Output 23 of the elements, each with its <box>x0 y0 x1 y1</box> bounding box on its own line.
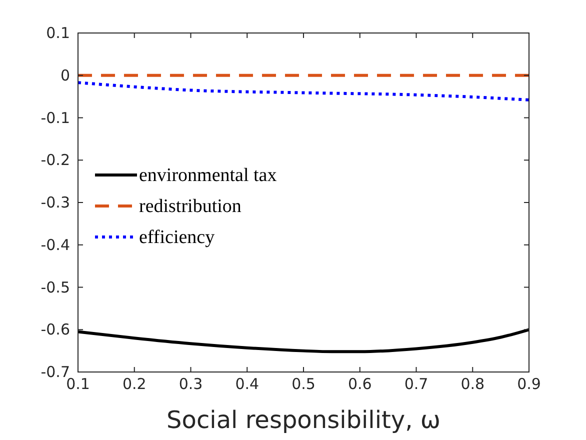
x-tick-label: 0.9 <box>517 375 541 393</box>
x-tick-label: 0.6 <box>348 375 372 393</box>
y-tick-label: 0.1 <box>46 24 70 42</box>
x-axis-title: Social responsibility, ω <box>166 406 440 434</box>
y-tick-label: -0.5 <box>40 278 70 296</box>
x-tick-label: 0.3 <box>178 375 203 393</box>
y-tick-label: -0.4 <box>40 236 70 254</box>
legend-label: efficiency <box>139 227 216 248</box>
x-tick-label: 0.2 <box>122 375 146 393</box>
x-tick-label: 0.5 <box>292 375 316 393</box>
x-tick-label: 0.4 <box>235 375 260 393</box>
y-tick-label: -0.1 <box>40 108 70 127</box>
y-tick-label: 0 <box>60 66 70 84</box>
legend-label: redistribution <box>139 196 242 217</box>
x-tick-label: 0.7 <box>404 375 428 393</box>
y-tick-label: -0.6 <box>40 320 70 339</box>
legend-label: environmental tax <box>139 165 278 186</box>
x-tick-label: 0.8 <box>460 375 485 393</box>
y-tick-label: -0.3 <box>40 194 70 212</box>
y-tick-label: -0.2 <box>40 151 70 170</box>
line-series <box>76 81 530 102</box>
line-series <box>76 328 530 354</box>
x-tick-label: 0.1 <box>66 375 90 393</box>
